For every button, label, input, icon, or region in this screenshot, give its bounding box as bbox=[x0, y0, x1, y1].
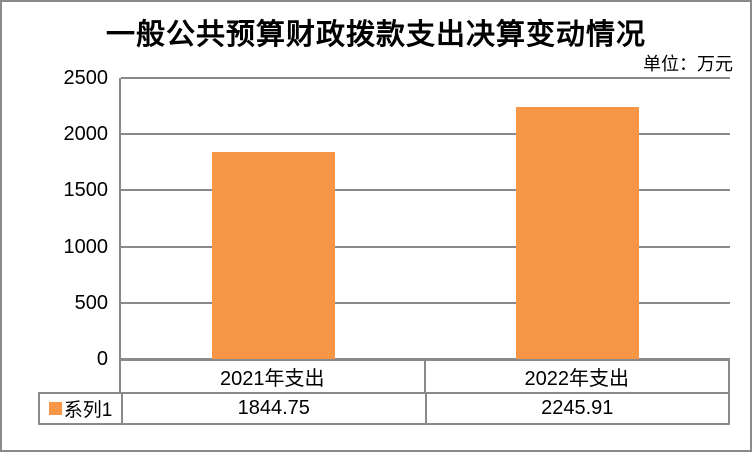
gridline bbox=[121, 301, 730, 304]
category-row: 2021年支出 2022年支出 bbox=[119, 359, 730, 394]
y-axis: 2500 2000 1500 1000 500 0 bbox=[2, 68, 109, 369]
legend-color-swatch-icon bbox=[48, 402, 62, 415]
gridline bbox=[121, 245, 730, 248]
y-tick-label: 0 bbox=[96, 348, 108, 370]
unit-label: 单位：万元 bbox=[643, 54, 733, 74]
legend-cell: 系列1 bbox=[40, 394, 121, 423]
y-tick-label: 2000 bbox=[63, 123, 109, 146]
bar-slot bbox=[121, 78, 426, 359]
category-cell-2021: 2021年支出 bbox=[220, 368, 325, 390]
gridline bbox=[121, 189, 730, 192]
value-row: 系列1 1844.75 2245.91 bbox=[38, 392, 730, 425]
category-cell-2022: 2022年支出 bbox=[423, 361, 729, 392]
gridline bbox=[121, 133, 730, 136]
value-cell-2021: 1844.75 bbox=[121, 394, 425, 423]
y-tick-label: 2500 bbox=[63, 67, 109, 89]
y-tick-label: 1500 bbox=[63, 179, 109, 202]
value-cell-2022: 2245.91 bbox=[424, 394, 729, 423]
plot-area bbox=[119, 77, 730, 360]
bar bbox=[211, 151, 335, 359]
chart-title: 一般公共预算财政拨款支出决算变动情况 bbox=[105, 19, 646, 51]
bars-layer bbox=[121, 78, 730, 359]
bar bbox=[516, 106, 640, 359]
gridline bbox=[121, 77, 730, 79]
legend-series-label: 系列1 bbox=[63, 400, 113, 421]
y-tick-label: 1000 bbox=[63, 235, 109, 258]
y-tick-label: 500 bbox=[74, 291, 108, 314]
bar-slot bbox=[426, 78, 731, 359]
